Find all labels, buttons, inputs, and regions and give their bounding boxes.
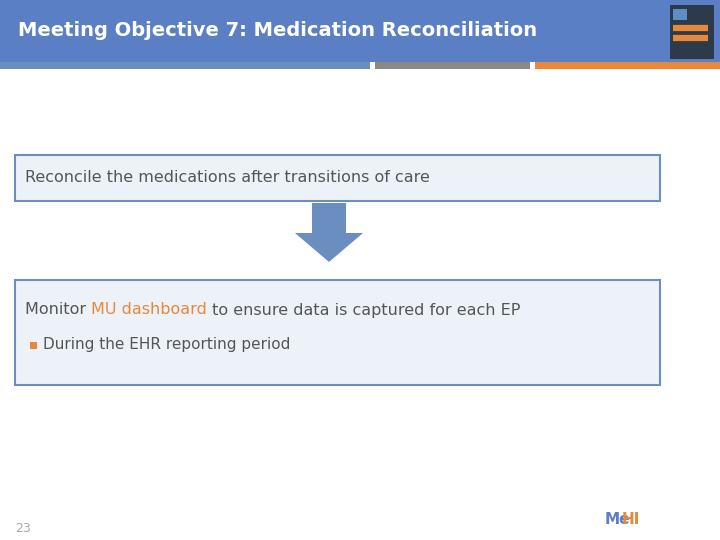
- Text: HI: HI: [622, 512, 640, 528]
- Text: Meeting Objective 7: Medication Reconciliation: Meeting Objective 7: Medication Reconcil…: [18, 22, 537, 40]
- Text: Me: Me: [605, 512, 631, 528]
- Bar: [15, 155, 660, 201]
- Bar: [0, 0, 720, 62]
- Bar: [375, 62, 530, 69]
- Bar: [15, 280, 660, 385]
- Text: 23: 23: [15, 522, 31, 535]
- Polygon shape: [295, 203, 363, 262]
- Text: to ensure data is captured for each EP: to ensure data is captured for each EP: [207, 302, 521, 318]
- Bar: [0, 62, 370, 69]
- Bar: [535, 62, 720, 69]
- Bar: [30, 341, 37, 348]
- Text: MU dashboard: MU dashboard: [91, 302, 207, 318]
- Text: Reconcile the medications after transitions of care: Reconcile the medications after transiti…: [25, 171, 430, 186]
- Bar: [673, 9, 687, 20]
- Text: Monitor: Monitor: [25, 302, 91, 318]
- Bar: [670, 5, 714, 59]
- Text: During the EHR reporting period: During the EHR reporting period: [43, 338, 290, 353]
